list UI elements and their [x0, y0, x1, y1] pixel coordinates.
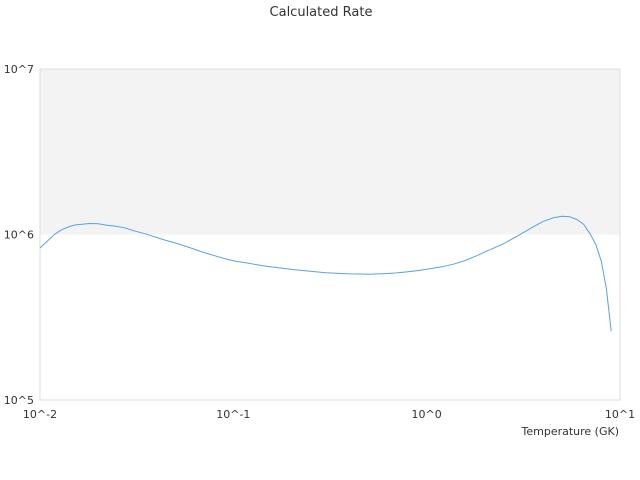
x-axis-label: Temperature (GK) [521, 425, 620, 438]
y-tick-label: 10^5 [4, 394, 34, 407]
x-tick-label: 10^-1 [216, 408, 250, 421]
y-tick-labels: 10^5 10^6 10^7 [4, 63, 34, 407]
x-tick-labels: 10^-2 10^-1 10^0 10^1 [23, 408, 635, 421]
x-tick-label: 10^1 [605, 408, 635, 421]
x-tick-label: 10^0 [412, 408, 442, 421]
y-tick-label: 10^7 [4, 63, 34, 76]
y-tick-label: 10^6 [4, 229, 34, 242]
x-tick-label: 10^-2 [23, 408, 57, 421]
shaded-band [40, 69, 620, 235]
series-line-rate [39, 215, 612, 332]
chart-title: Calculated Rate [270, 5, 373, 20]
